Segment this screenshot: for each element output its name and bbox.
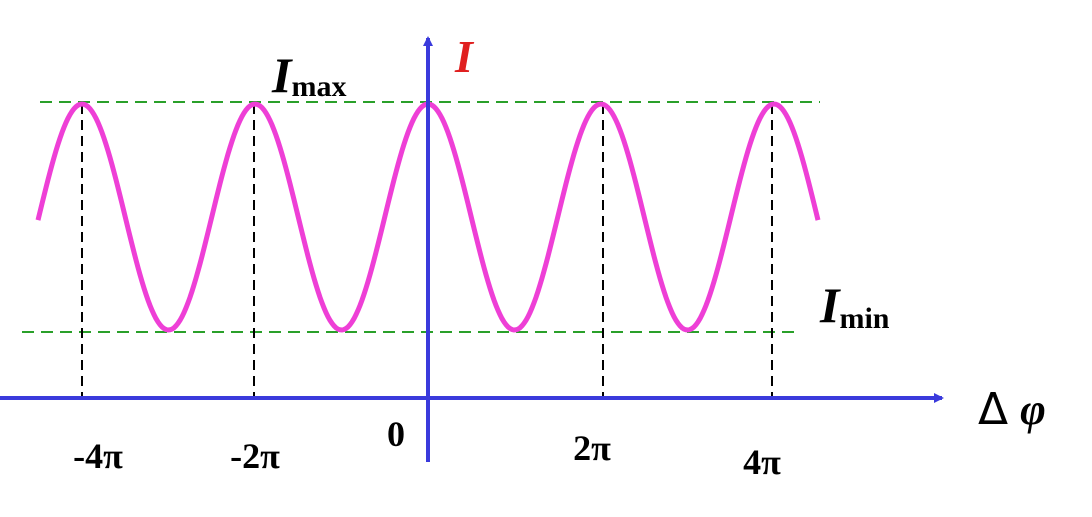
delta: Δ xyxy=(978,384,1008,435)
max-label: Imax xyxy=(271,47,346,103)
peak-guides xyxy=(81,104,773,398)
max-subscript: max xyxy=(291,70,346,103)
max-symbol: I xyxy=(271,47,293,103)
x-tick-labels: -4π -2π 0 2π 4π xyxy=(73,414,781,482)
x-tick-label: 2π xyxy=(573,428,611,468)
phi: φ xyxy=(1020,385,1046,434)
y-axis-label: I xyxy=(454,31,475,82)
x-tick-label: 0 xyxy=(387,414,405,454)
x-tick-label: -4π xyxy=(73,436,123,476)
min-subscript: min xyxy=(839,302,889,335)
x-tick-label: 4π xyxy=(743,442,781,482)
min-label: Imin xyxy=(819,277,890,335)
min-symbol: I xyxy=(819,277,841,333)
x-tick-label: -2π xyxy=(230,436,280,476)
